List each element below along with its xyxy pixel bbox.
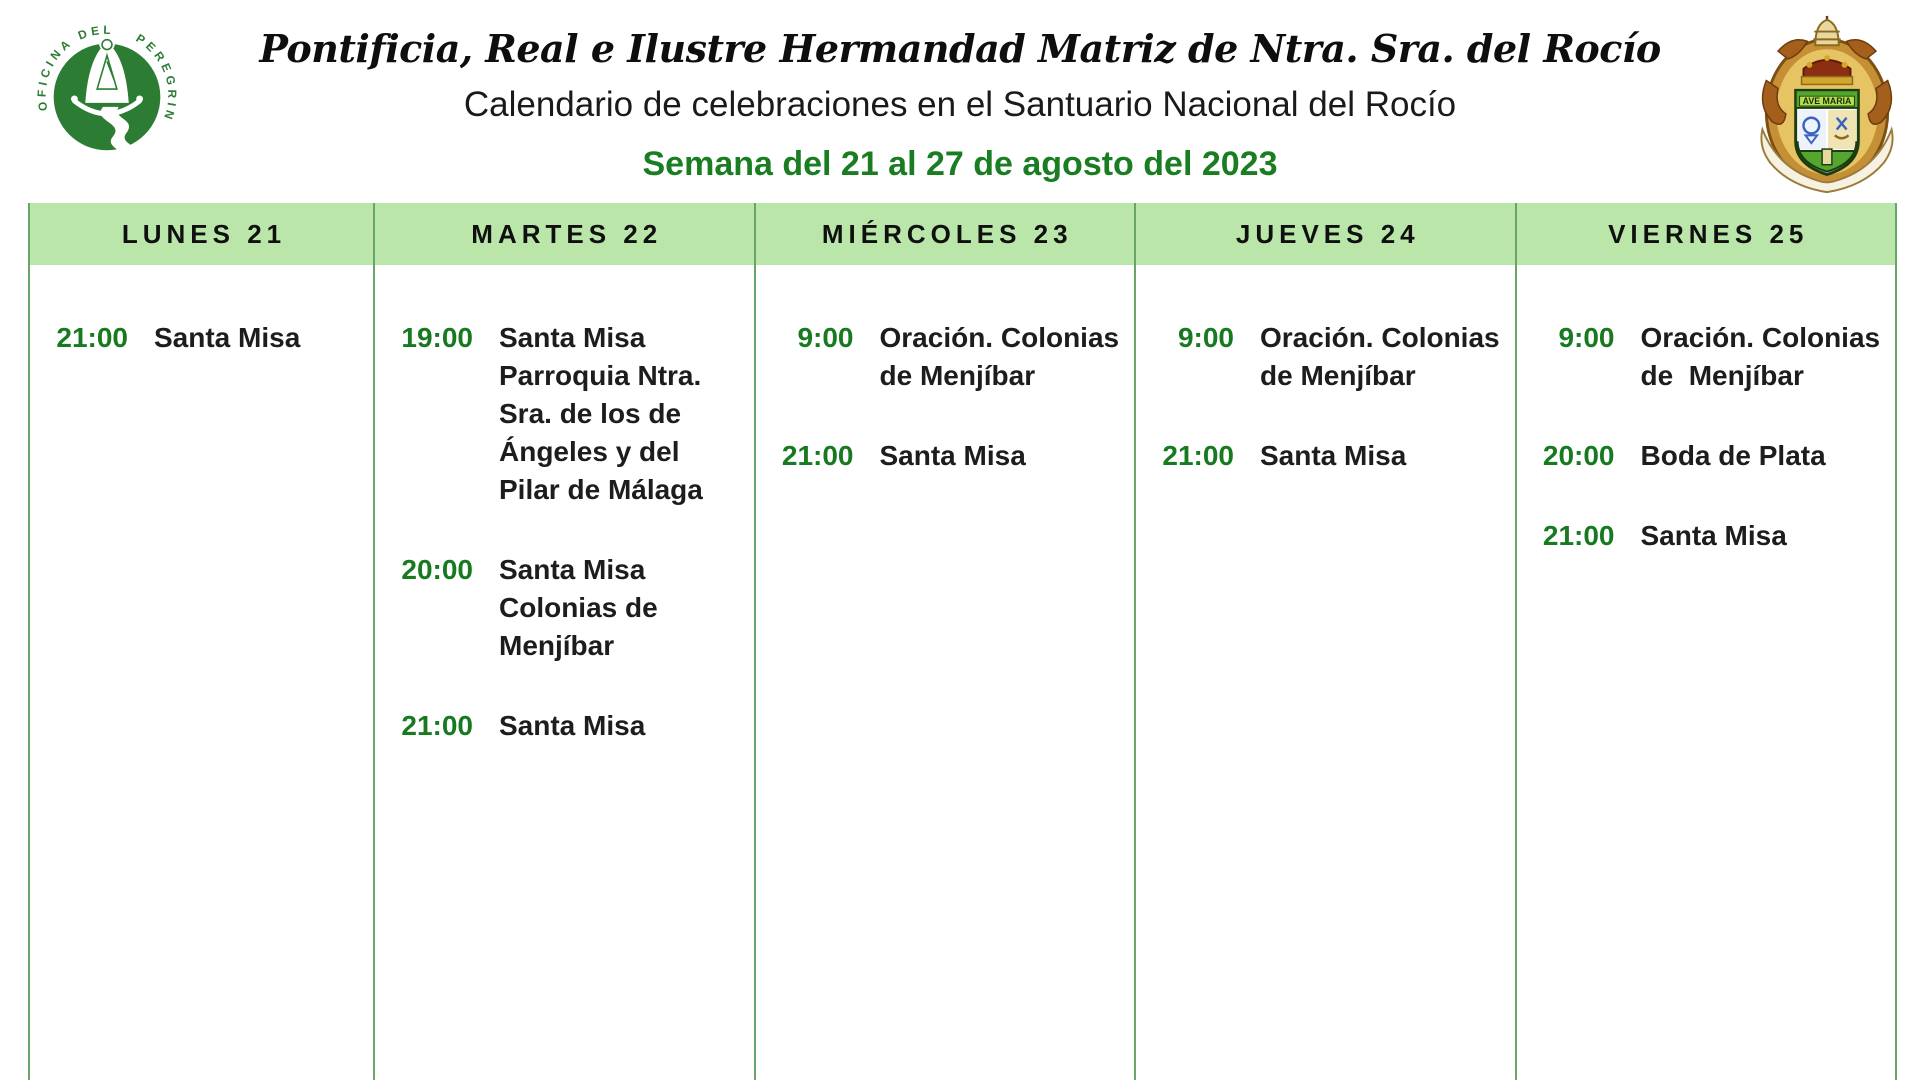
- event-row: 9:00 Oración. Colonias de Menjíbar: [1533, 319, 1884, 395]
- event-text: Oración. Colonias de Menjíbar: [879, 322, 1120, 391]
- event-time: 20:00: [1542, 440, 1615, 471]
- event-text: Santa Misa: [1260, 440, 1407, 471]
- event-time: 19:00: [401, 322, 473, 353]
- day-column: JUEVES 24 9:00 Oración. Colonias de Menj…: [1136, 203, 1517, 1080]
- oficina-del-peregrino-logo: OFICINA DEL PEREGRINO: [28, 14, 175, 165]
- day-events: 19:00 Santa Misa Parroquia Ntra. Sra. de…: [375, 265, 754, 787]
- event-time: 9:00: [1558, 322, 1615, 353]
- event-row: 21:00 Santa Misa: [391, 707, 742, 745]
- event-row: 19:00 Santa Misa Parroquia Ntra. Sra. de…: [391, 319, 742, 509]
- day-column: MARTES 22 19:00 Santa Misa Parroquia Ntr…: [375, 203, 756, 1080]
- day-header-label: VIERNES 25: [1516, 203, 1895, 265]
- event-row: 21:00 Santa Misa: [1533, 517, 1884, 555]
- hermandad-crest-logo: AVE MARIA: [1760, 15, 1894, 194]
- day-column: VIERNES 25 9:00 Oración. Colonias de Men…: [1516, 203, 1897, 1080]
- camino-path-icon: [100, 106, 140, 165]
- event-time: 21:00: [1542, 520, 1615, 551]
- event-text: Oración. Colonias de Menjíbar: [1260, 322, 1500, 391]
- event-row: 9:00 Oración. Colonias de Menjíbar: [1152, 319, 1503, 395]
- event-text: Santa Misa: [499, 710, 646, 741]
- day-events: 9:00 Oración. Colonias de Menjíbar 21:00…: [756, 265, 1135, 517]
- day-events: 9:00 Oración. Colonias de Menjíbar 21:00…: [1136, 265, 1515, 517]
- event-time: 21:00: [1162, 440, 1234, 471]
- event-row: 20:00 Boda de Plata: [1533, 437, 1884, 475]
- shield-icon: AVE MARIA: [1794, 88, 1860, 177]
- event-text: Santa Misa: [154, 322, 301, 353]
- event-text: Boda de Plata: [1640, 440, 1826, 471]
- event-row: 21:00 Santa Misa: [46, 319, 361, 357]
- calendar-table: LUNES 21 21:00 Santa Misa MARTES 22 19:0…: [28, 203, 1897, 1080]
- event-text: Santa Misa Colonias de Menjíbar: [499, 554, 658, 661]
- page-header: OFICINA DEL PEREGRINO: [0, 0, 1920, 203]
- event-time: 9:00: [797, 322, 854, 353]
- virgin-silhouette-icon: [70, 35, 144, 117]
- day-header-label: MARTES 22: [375, 203, 754, 265]
- day-column: LUNES 21 21:00 Santa Misa: [30, 203, 375, 1080]
- event-row: 21:00 Santa Misa: [1152, 437, 1503, 475]
- day-header-label: LUNES 21: [30, 203, 373, 265]
- week-range-line: Semana del 21 al 27 de agosto del 2023: [642, 145, 1278, 183]
- event-time: 20:00: [401, 554, 473, 585]
- day-column: MIÉRCOLES 23 9:00 Oración. Colonias de M…: [755, 203, 1136, 1080]
- event-row: 9:00 Oración. Colonias de Menjíbar: [772, 319, 1123, 395]
- event-time: 21:00: [781, 440, 854, 471]
- papal-tiara-icon: [1813, 15, 1841, 47]
- page-subtitle: Calendario de celebraciones en el Santua…: [463, 85, 1457, 124]
- crown-icon: [1800, 55, 1854, 86]
- day-header-label: MIÉRCOLES 23: [755, 203, 1134, 265]
- page-title: Pontificia, Real e Ilustre Hermandad Mat…: [259, 26, 1661, 71]
- crest-banner-text: AVE MARIA: [1803, 96, 1852, 106]
- day-events: 9:00 Oración. Colonias de Menjíbar 20:00…: [1517, 265, 1896, 597]
- event-text: Santa Misa: [879, 440, 1026, 471]
- day-events: 21:00 Santa Misa: [30, 265, 373, 399]
- event-time: 9:00: [1177, 322, 1234, 353]
- event-text: Oración. Colonias de Menjíbar: [1640, 322, 1881, 391]
- event-text: Santa Misa: [1640, 520, 1787, 551]
- crest-ribbon: [1760, 126, 1894, 194]
- event-text: Santa Misa Parroquia Ntra. Sra. de los d…: [499, 322, 703, 505]
- day-header-label: JUEVES 24: [1136, 203, 1515, 265]
- event-row: 21:00 Santa Misa: [772, 437, 1123, 475]
- event-time: 21:00: [401, 710, 473, 741]
- event-row: 20:00 Santa Misa Colonias de Menjíbar: [391, 551, 742, 665]
- event-time: 21:00: [56, 322, 128, 353]
